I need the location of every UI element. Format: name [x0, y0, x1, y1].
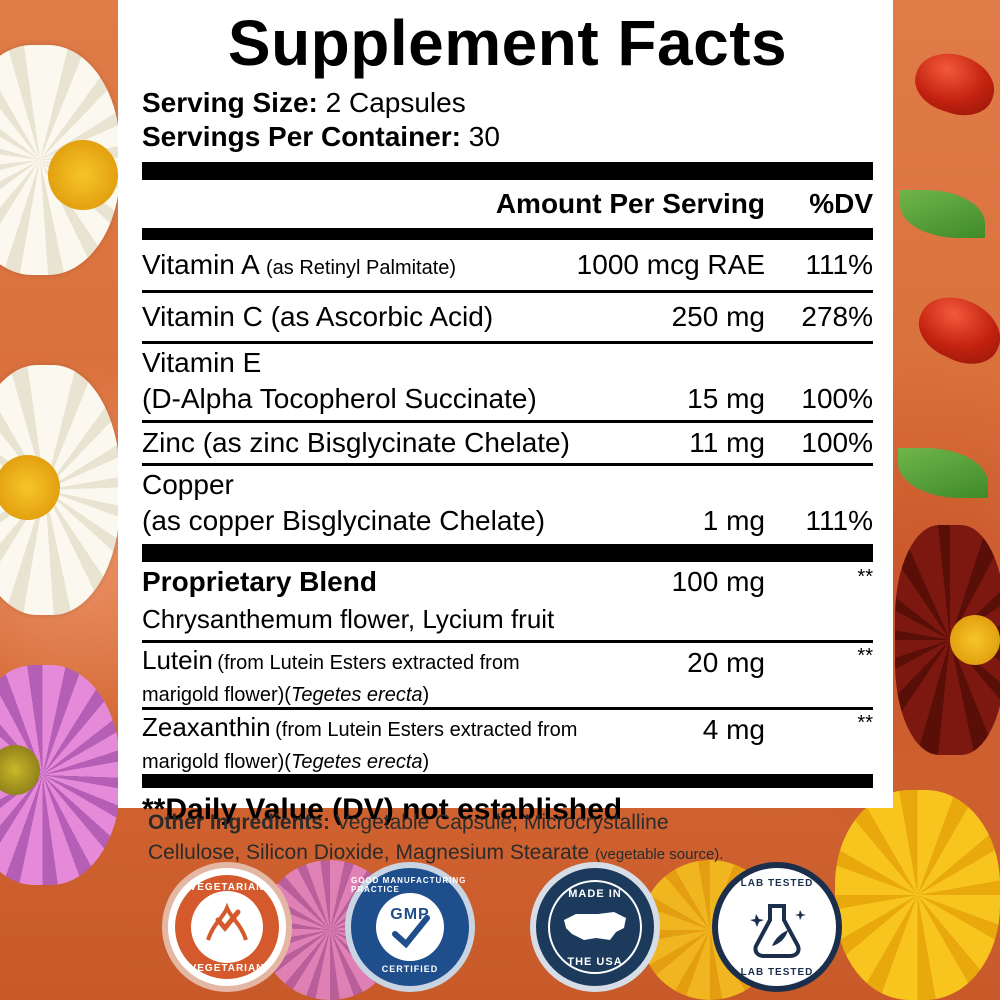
nutrient-name: Zinc — [142, 427, 195, 458]
nutrient-row: Vitamin A (as Retinyl Palmitate) 1000 mc… — [142, 240, 873, 290]
supplement-facts-panel: Supplement Facts Serving Size: 2 Capsule… — [118, 0, 893, 826]
blend-name: Proprietary Blend — [142, 566, 377, 597]
nutrient-dv: 111% — [805, 249, 873, 280]
nutrient-detail: (D-Alpha Tocopherol Succinate) — [142, 383, 537, 414]
nutrient-name: Vitamin E — [142, 347, 262, 378]
gmp-ring-label: GOOD MANUFACTURING PRACTICE — [351, 876, 467, 894]
marigold-yellow-flower — [835, 790, 1000, 1000]
nutrient-name: Vitamin C — [142, 301, 263, 332]
blend-dv: ** — [857, 566, 873, 588]
lutein-name: Lutein — [142, 645, 213, 675]
zeaxanthin-row: Zeaxanthin (from Lutein Esters extracted… — [142, 710, 873, 774]
divider-thin — [142, 640, 873, 643]
proprietary-blend: Proprietary Blend 100 mg ** Chrysanthemu… — [142, 562, 873, 640]
serving-size: Serving Size: 2 Capsules — [142, 86, 873, 120]
lutein-amount: 20 mg — [687, 647, 765, 678]
blend-contents: Chrysanthemum flower, Lycium fruit — [142, 604, 555, 634]
zeaxanthin-dv: ** — [857, 712, 873, 734]
divider-thin — [142, 420, 873, 423]
vegetarian-top-label: VEGETARIAN — [189, 882, 265, 893]
nutrient-detail: (as zinc Bisglycinate Chelate) — [202, 427, 570, 458]
nutrient-dv: 100% — [801, 383, 873, 414]
nutrient-amount: 11 mg — [689, 427, 765, 458]
nutrient-row: Zinc (as zinc Bisglycinate Chelate) 11 m… — [142, 423, 873, 463]
daisy-center — [0, 455, 60, 520]
other-ingredients-note: (vegetable source). — [595, 846, 724, 863]
gmp-seal-icon — [376, 893, 444, 961]
serving-size-label: Serving Size: — [142, 87, 318, 118]
nutrient-detail: (as Retinyl Palmitate) — [266, 257, 457, 279]
divider-medium — [142, 228, 873, 240]
amount-header: Amount Per Serving — [495, 188, 765, 219]
zeaxanthin-latin: Tegetes erecta — [290, 751, 423, 773]
panel-title: Supplement Facts — [227, 7, 788, 79]
nutrient-detail: (as Ascorbic Acid) — [270, 301, 494, 332]
nutrient-amount: 250 mg — [671, 301, 765, 332]
servings-per-container-value: 30 — [468, 121, 500, 152]
marigold-center — [950, 615, 1000, 665]
dv-header: %DV — [809, 188, 873, 219]
nutrient-amount: 1000 mcg RAE — [576, 249, 765, 280]
lutein-detail-2: marigold flower)( — [142, 684, 291, 706]
gmp-bottom-label: CERTIFIED — [381, 964, 439, 974]
other-ingredients-text-2: Cellulose, Silicon Dioxide, Magnesium St… — [148, 841, 590, 864]
table-header: Amount Per Serving %DV — [142, 180, 873, 228]
zeaxanthin-name: Zeaxanthin — [142, 712, 271, 742]
zeaxanthin-close: ) — [422, 751, 430, 773]
other-ingredients: Other Ingredients: Vegetable Capsule, Mi… — [148, 808, 868, 870]
servings-per-container-label: Servings Per Container: — [142, 121, 461, 152]
lutein-close: ) — [422, 684, 430, 706]
servings-per-container: Servings Per Container: 30 — [142, 120, 873, 154]
zeaxanthin-detail-2: marigold flower)( — [142, 751, 291, 773]
lutein-dv: ** — [857, 645, 873, 667]
vegetarian-seal-icon — [175, 875, 279, 979]
flask-icon — [750, 904, 806, 958]
made-in-usa-badge: MADE IN THE USA — [530, 862, 660, 992]
dv-footnote: **Daily Value (DV) not established — [142, 793, 623, 826]
zeaxanthin-detail: (from Lutein Esters extracted from — [275, 719, 578, 741]
nutrient-row: Vitamin E (D-Alpha Tocopherol Succinate)… — [142, 344, 873, 420]
nutrient-name: Vitamin A — [142, 249, 259, 280]
gmp-badge: GOOD MANUFACTURING PRACTICE GMP CERTIFIE… — [345, 862, 475, 992]
nutrient-row: Vitamin C (as Ascorbic Acid) 250 mg 278% — [142, 293, 873, 341]
nutrient-dv: 100% — [801, 427, 873, 458]
divider-thick — [142, 162, 873, 180]
serving-size-value: 2 Capsules — [325, 87, 466, 118]
nutrient-amount: 15 mg — [687, 383, 765, 414]
usa-bottom-label: THE USA — [567, 956, 623, 968]
lutein-detail: (from Lutein Esters extracted from — [217, 652, 520, 674]
vegetarian-badge: VEGETARIAN VEGETARIAN — [162, 862, 292, 992]
divider-thin — [142, 341, 873, 344]
nutrient-row: Copper (as copper Bisglycinate Chelate) … — [142, 466, 873, 542]
lutein-latin: Tegetes erecta — [290, 684, 423, 706]
divider-thin — [142, 463, 873, 466]
lab-top-label: LAB TESTED — [740, 878, 814, 889]
nutrient-name: Copper — [142, 469, 234, 500]
nutrient-dv: 111% — [805, 505, 873, 536]
divider-medium — [142, 774, 873, 788]
blend-amount: 100 mg — [671, 566, 765, 597]
usa-map-icon — [548, 880, 642, 974]
nutrient-detail: (as copper Bisglycinate Chelate) — [142, 505, 546, 536]
nutrient-dv: 278% — [801, 301, 873, 332]
divider-thin — [142, 290, 873, 293]
nutrient-amount: 1 mg — [702, 505, 765, 536]
pink-flower-center — [0, 745, 40, 795]
daisy-center — [48, 140, 118, 210]
gmp-center-label: GMP — [390, 906, 430, 923]
other-ingredients-text-1: Vegetable Capsule, Microcrystalline — [335, 811, 669, 834]
lab-tested-badge: LAB TESTED LAB TESTED — [712, 862, 842, 992]
divider-thin — [142, 707, 873, 710]
lab-bottom-label: LAB TESTED — [740, 967, 814, 978]
lutein-row: Lutein (from Lutein Esters extracted fro… — [142, 643, 873, 707]
divider-thick — [142, 544, 873, 562]
vegetarian-bottom-label: VEGETARIAN — [189, 963, 265, 974]
zeaxanthin-amount: 4 mg — [702, 714, 765, 745]
other-ingredients-label: Other Ingredients: — [148, 811, 331, 834]
usa-top-label: MADE IN — [568, 888, 622, 900]
